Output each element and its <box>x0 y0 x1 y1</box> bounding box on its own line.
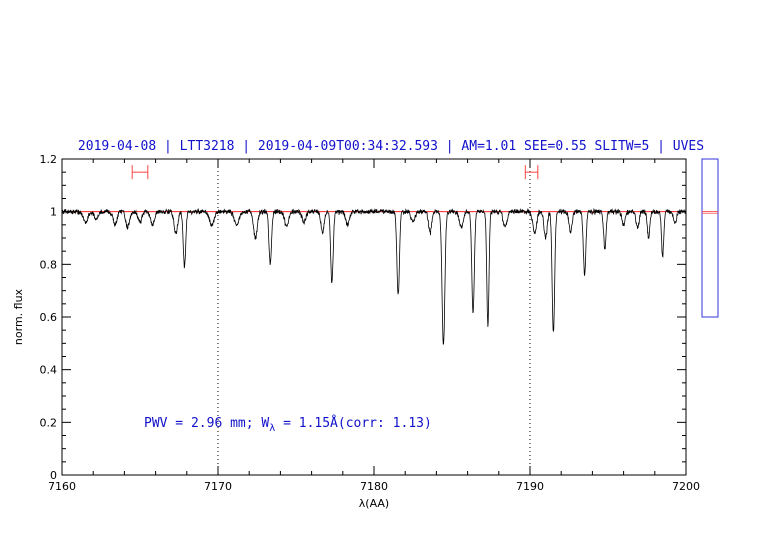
chart-title: 2019-04-08 | LTT3218 | 2019-04-09T00:34:… <box>78 139 704 154</box>
range-markers <box>131 165 539 180</box>
y-tick-label: 0.8 <box>40 258 58 271</box>
y-tick-label: 1.2 <box>40 153 58 166</box>
x-tick-labels: 7160 7170 7180 7190 7200 <box>48 480 700 493</box>
x-tick-label: 7170 <box>204 480 232 493</box>
y-tick-label: 1 <box>50 206 57 219</box>
x-tick-label: 7160 <box>48 480 76 493</box>
y-tick-label: 0 <box>50 469 57 482</box>
flux-line <box>61 207 687 345</box>
y-tick-label: 0.2 <box>40 416 58 429</box>
side-panel <box>701 158 719 318</box>
axis-ticks <box>61 158 687 476</box>
flux-series <box>61 207 687 345</box>
side-panel-box <box>701 158 719 318</box>
x-tick-label: 7200 <box>672 480 700 493</box>
pwv-annotation-subscript: λ <box>269 423 275 434</box>
x-axis-label: λ(AA) <box>359 497 389 510</box>
y-tick-label: 0.4 <box>40 364 58 377</box>
pwv-annotation: PWV = 2.96 mm; Wλ = 1.15Å(corr: 1.13) <box>144 415 432 434</box>
pwv-annotation-prefix: PWV = 2.96 mm; W <box>144 416 269 431</box>
x-tick-label: 7190 <box>516 480 544 493</box>
pwv-annotation-suffix: = 1.15Å(corr: 1.13) <box>275 415 432 431</box>
y-tick-label: 0.6 <box>40 311 58 324</box>
x-tick-label: 7180 <box>360 480 388 493</box>
y-axis-label: norm. flux <box>12 288 25 345</box>
y-tick-labels: 0 0.2 0.4 0.6 0.8 1 1.2 <box>40 153 58 482</box>
